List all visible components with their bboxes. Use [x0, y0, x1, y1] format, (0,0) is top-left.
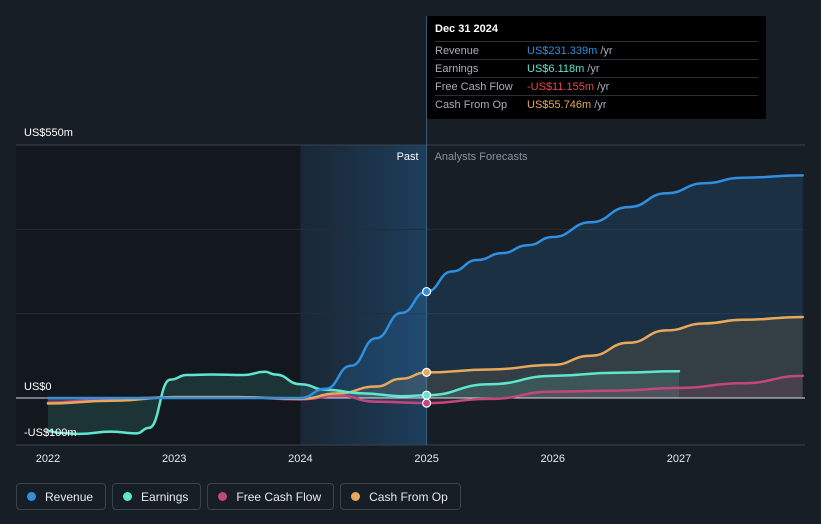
legend-dot-icon [123, 492, 133, 501]
tooltip-value: -US$11.155m [527, 80, 595, 93]
marker-cash-from-op [422, 367, 432, 377]
x-tick-label: 2025 [414, 453, 438, 465]
tooltip-value: US$6.118m [527, 62, 585, 75]
area-cash-from-op [48, 317, 803, 404]
area-earnings [48, 371, 679, 434]
legend-dot-icon [218, 492, 228, 501]
tooltip-row-free-cash-flow: Free Cash Flow -US$11.155m /yr [435, 77, 758, 95]
legend-label: Free Cash Flow [236, 489, 322, 504]
x-tick-label: 2023 [162, 453, 186, 465]
legend-label: Earnings [141, 489, 189, 504]
legend-dot-icon [351, 492, 361, 501]
tooltip-row-cash-from-op: Cash From Op US$55.746m /yr [435, 95, 758, 113]
legend-item-earnings[interactable]: Earnings [112, 483, 202, 510]
tooltip-row-revenue: Revenue US$231.339m /yr [435, 41, 758, 59]
pre-past-region [16, 145, 301, 445]
legend-label: Revenue [45, 489, 94, 504]
past-label: Past [397, 151, 419, 163]
tooltip-label: Cash From Op [435, 98, 508, 111]
line-revenue [46, 174, 804, 400]
tooltip-unit: /yr [594, 98, 607, 111]
legend-label: Cash From Op [369, 489, 448, 504]
tooltip-label: Free Cash Flow [435, 80, 513, 93]
forecast-label: Analysts Forecasts [435, 151, 528, 163]
y-tick-label: -US$100m [24, 427, 77, 439]
chart-legend: Revenue Earnings Free Cash Flow Cash Fro… [16, 483, 461, 510]
marker-earnings [422, 390, 432, 400]
tooltip-value: US$55.746m [527, 98, 592, 111]
x-tick-label: 2027 [667, 453, 691, 465]
marker-free-cash-flow [422, 398, 432, 408]
legend-item-free-cash-flow[interactable]: Free Cash Flow [207, 483, 335, 510]
tooltip-row-earnings: Earnings US$6.118m /yr [435, 59, 758, 77]
tooltip-panel: Dec 31 2024 Revenue US$231.339m /yr Earn… [427, 16, 766, 119]
tooltip-label: Earnings [435, 62, 479, 75]
tooltip-date: Dec 31 2024 [435, 23, 498, 35]
marker-revenue [422, 286, 432, 297]
area-revenue [48, 175, 803, 398]
tooltip-unit: /yr [597, 80, 610, 93]
legend-item-cash-from-op[interactable]: Cash From Op [340, 483, 461, 510]
x-tick-label: 2022 [36, 453, 60, 465]
tooltip-value: US$231.339m [527, 44, 598, 57]
area-free-cash-flow [48, 375, 803, 404]
legend-dot-icon [27, 492, 36, 501]
y-tick-label: US$550m [24, 127, 73, 139]
tooltip-unit: /yr [587, 62, 600, 75]
x-tick-label: 2026 [541, 453, 565, 465]
y-tick-label: US$0 [24, 381, 52, 393]
x-tick-label: 2024 [288, 453, 312, 465]
legend-item-revenue[interactable]: Revenue [16, 483, 107, 510]
line-earnings [46, 370, 681, 436]
tooltip-unit: /yr [600, 44, 613, 57]
tooltip-label: Revenue [435, 44, 480, 57]
